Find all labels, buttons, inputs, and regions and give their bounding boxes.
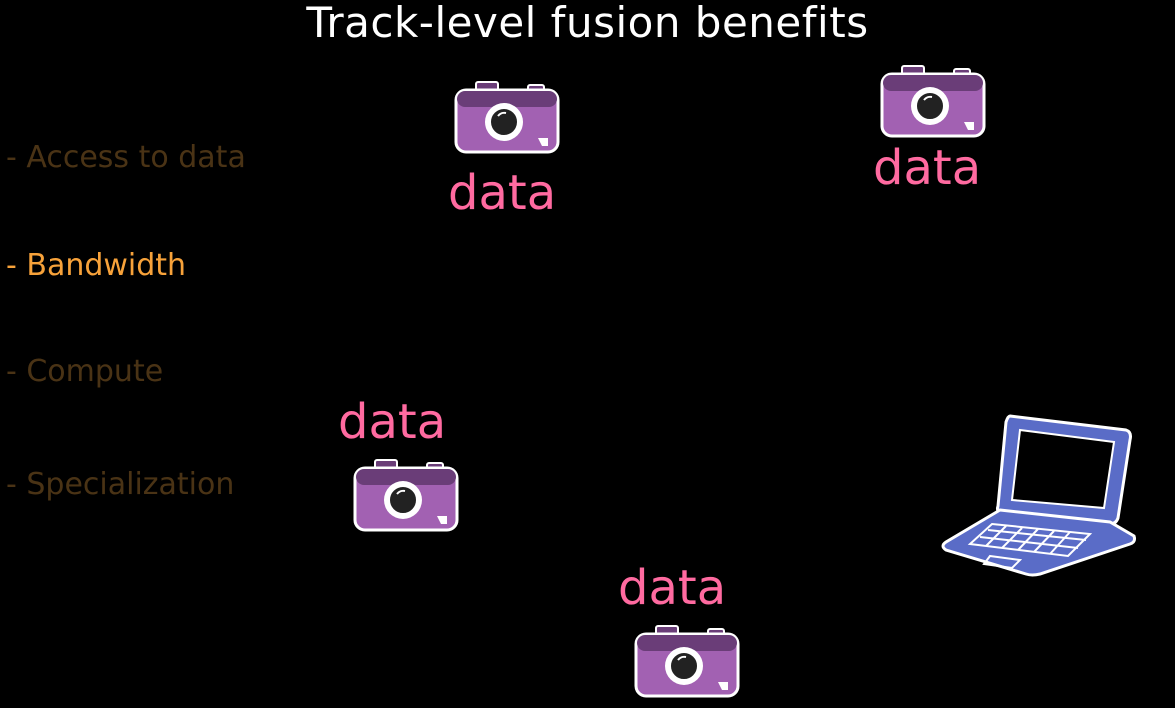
- data-label: data: [618, 560, 727, 616]
- camera-icon: [454, 81, 560, 154]
- camera-icon: [634, 625, 740, 698]
- laptop-icon: [941, 414, 1136, 577]
- camera-icon: [353, 459, 459, 532]
- bullet-bandwidth: - Bandwidth: [6, 248, 187, 283]
- bullet-compute: - Compute: [6, 354, 164, 389]
- page-title: Track-level fusion benefits: [306, 0, 869, 47]
- camera-icon: [880, 65, 986, 138]
- data-label: data: [338, 394, 447, 450]
- bullet-access-to-data: - Access to data: [6, 140, 246, 175]
- data-label: data: [873, 140, 982, 196]
- bullet-specialization: - Specialization: [6, 467, 235, 502]
- data-label: data: [448, 165, 557, 221]
